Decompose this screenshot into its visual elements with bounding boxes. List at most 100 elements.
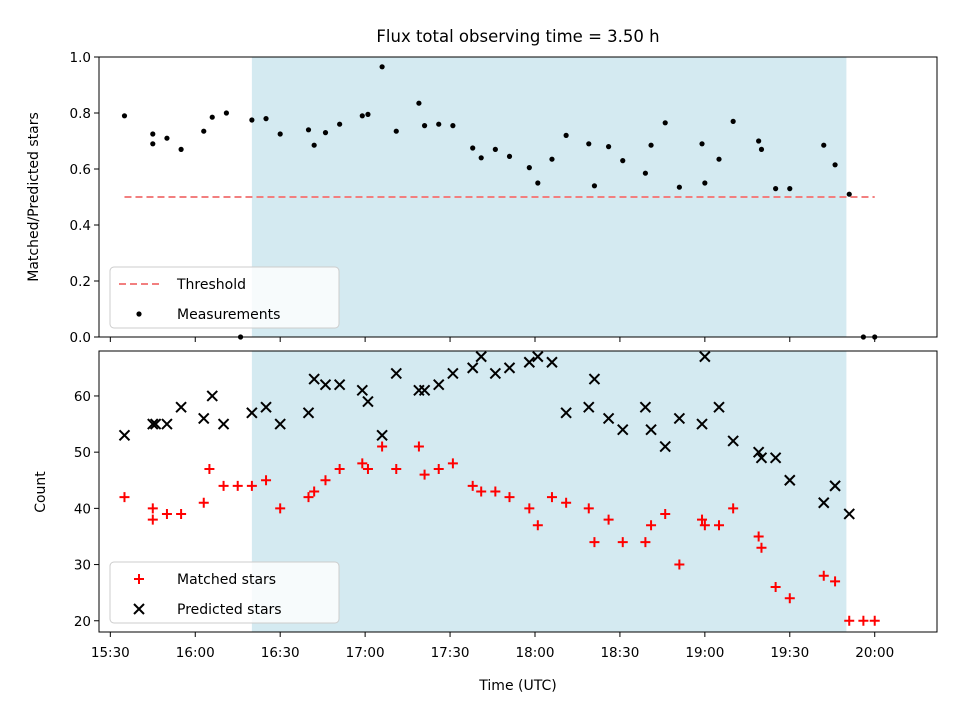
matched-stars-point xyxy=(309,486,320,497)
matched-stars-point xyxy=(858,615,869,626)
measurement-point xyxy=(591,183,598,189)
bottom-panel: 20 30 40 50 60 15:30 16:00 16:30 17:00 17:30 18:00… xyxy=(74,350,938,661)
predicted-stars-point xyxy=(829,480,841,492)
matched-stars-point xyxy=(447,458,458,469)
matched-stars-point xyxy=(303,492,314,503)
y-tick-label: 0.4 xyxy=(70,218,91,234)
matched-stars-point xyxy=(467,480,478,491)
matched-stars-point xyxy=(362,464,373,475)
matched-stars-point xyxy=(176,508,187,519)
x-tick-label: 19:30 xyxy=(770,645,809,661)
measurement-point xyxy=(526,165,532,171)
x-tick-label: 16:30 xyxy=(261,645,300,661)
predicted-stars-point xyxy=(696,418,708,430)
predicted-stars-point xyxy=(699,350,711,363)
y-tick-label: 50 xyxy=(74,445,91,461)
predicted-stars-point xyxy=(161,418,173,430)
measurement-point xyxy=(337,121,343,127)
x-tick-label: 16:00 xyxy=(176,645,215,661)
matched-stars-point xyxy=(546,492,557,503)
measurement-point xyxy=(699,141,705,147)
y-tick-label: 0.2 xyxy=(70,274,91,290)
predicted-stars-point xyxy=(546,356,558,368)
predicted-stars-point xyxy=(175,401,187,413)
matched-stars-point xyxy=(532,520,543,531)
predicted-stars-point xyxy=(246,407,258,419)
matched-stars-point xyxy=(504,492,515,503)
measurement-point xyxy=(150,141,156,147)
predicted-stars-point xyxy=(376,429,388,442)
matched-stars-point xyxy=(589,537,600,548)
matched-stars-point xyxy=(147,514,158,525)
axes-frame xyxy=(98,56,938,338)
x-tick-label: 18:00 xyxy=(516,645,555,661)
matched-stars-point xyxy=(198,497,209,508)
predicted-stars-point xyxy=(645,423,657,436)
matched-stars-point xyxy=(784,593,795,604)
matched-stars-point xyxy=(561,497,572,508)
legend-label: Threshold xyxy=(176,277,246,293)
measurement-point xyxy=(702,180,708,186)
predicted-stars-point xyxy=(588,373,601,385)
measurement-point xyxy=(277,131,283,137)
y-tick-label: 40 xyxy=(74,501,91,517)
matched-stars-point xyxy=(275,503,286,514)
predicted-stars-point xyxy=(149,418,162,430)
legend: Threshold Measurements xyxy=(109,266,340,329)
predicted-stars-point xyxy=(617,423,629,436)
predicted-stars-point xyxy=(333,379,346,391)
predicted-stars-point xyxy=(489,367,502,380)
predicted-stars-point xyxy=(390,367,402,380)
matched-stars-point xyxy=(583,503,594,514)
measurement-point xyxy=(121,113,128,119)
measurement-point xyxy=(730,118,736,124)
measurement-point xyxy=(305,127,312,133)
y-tick-label: 0.0 xyxy=(70,330,91,346)
matched-stars-point xyxy=(869,615,880,626)
measurement-point xyxy=(365,111,371,117)
y-tick-label: 60 xyxy=(74,389,91,405)
measurement-point xyxy=(716,156,722,162)
matched-stars-point xyxy=(753,531,764,542)
predicted-stars-point xyxy=(659,440,671,453)
measurement-point xyxy=(470,145,476,151)
matched-stars-point xyxy=(232,480,243,491)
predicted-stars-point xyxy=(147,418,159,430)
matched-stars-point xyxy=(660,508,671,519)
predicted-stars-point xyxy=(602,412,615,425)
measurement-point xyxy=(605,144,612,150)
predicted-stars-point xyxy=(560,407,572,419)
predicted-stars-point xyxy=(503,362,516,374)
matched-stars-point xyxy=(603,514,614,525)
predicted-stars-point xyxy=(433,379,445,391)
measurement-point xyxy=(535,180,541,186)
top-y-axis-label: Matched/Predicted stars xyxy=(26,112,42,282)
measurement-point xyxy=(821,142,827,148)
predicted-stars-point xyxy=(523,356,536,368)
measurement-point xyxy=(436,121,442,127)
measurement-point xyxy=(201,128,207,134)
legend-box xyxy=(109,561,340,624)
x-tick-label: 20:00 xyxy=(855,645,894,661)
measurement-point xyxy=(549,156,555,162)
measurement-point xyxy=(648,142,654,148)
predicted-stars-point xyxy=(260,401,272,413)
measurement-point xyxy=(563,132,569,138)
predicted-stars-point xyxy=(843,508,855,520)
measurement-point xyxy=(416,100,422,106)
predicted-stars-point xyxy=(198,412,210,425)
measurement-point xyxy=(492,146,498,152)
matched-stars-point xyxy=(476,486,487,497)
matched-stars-point xyxy=(320,475,331,486)
measurement-point xyxy=(223,110,229,116)
predicted-stars-point xyxy=(319,379,332,391)
predicted-stars-point xyxy=(752,446,765,458)
legend: Matched stars Predicted stars xyxy=(109,561,340,624)
matched-stars-point xyxy=(617,537,628,548)
predicted-stars-point xyxy=(713,401,725,413)
matched-stars-point xyxy=(334,464,345,475)
matched-stars-point xyxy=(728,503,739,514)
x-tick-label: 18:30 xyxy=(600,645,639,661)
matched-stars-point xyxy=(433,464,444,475)
